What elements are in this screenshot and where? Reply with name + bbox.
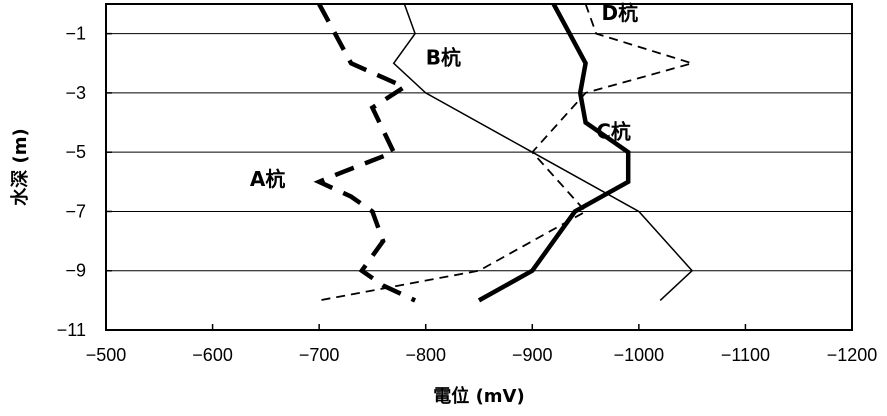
y-tick-label: −7: [65, 201, 86, 221]
series-line: [392, 3, 694, 301]
y-tick-label: −1: [65, 24, 86, 44]
y-tick-label: −9: [65, 261, 86, 281]
x-tick-label: −1200: [827, 345, 878, 365]
grid-lines: [106, 33, 852, 272]
x-tick-label: −1100: [721, 345, 770, 365]
x-tick-label: −500: [86, 345, 127, 365]
series-label: D杭: [602, 1, 639, 25]
x-tick-label: −700: [299, 345, 340, 365]
y-axis-title: 水深 (m): [9, 128, 31, 205]
series-line: [477, 2, 631, 303]
y-tick-label: −11: [57, 320, 86, 340]
x-axis-title: 電位 (mV): [433, 385, 524, 407]
x-tick-label: −900: [512, 345, 553, 365]
plot-area-frame: [105, 3, 853, 331]
series-label: B杭: [426, 45, 461, 69]
y-tick-label: −5: [65, 142, 86, 162]
series-layer: [313, 2, 696, 303]
x-tick-label: −1000: [614, 345, 665, 365]
series-line: [313, 2, 417, 303]
series-label: C杭: [596, 119, 631, 143]
x-tick-label: −800: [405, 345, 446, 365]
x-tick-label: −600: [192, 345, 233, 365]
x-axis-ticks: −500 −600 −700 −800 −900 −1000 −1100 −1200: [86, 324, 878, 365]
series-labels: A杭 B杭 C杭 D杭: [250, 1, 638, 191]
y-axis-ticks: −1 −3 −5 −7 −9 −11: [57, 24, 112, 340]
y-tick-label: −3: [65, 83, 86, 103]
series-line: [318, 3, 696, 302]
series-label: A杭: [250, 167, 285, 191]
